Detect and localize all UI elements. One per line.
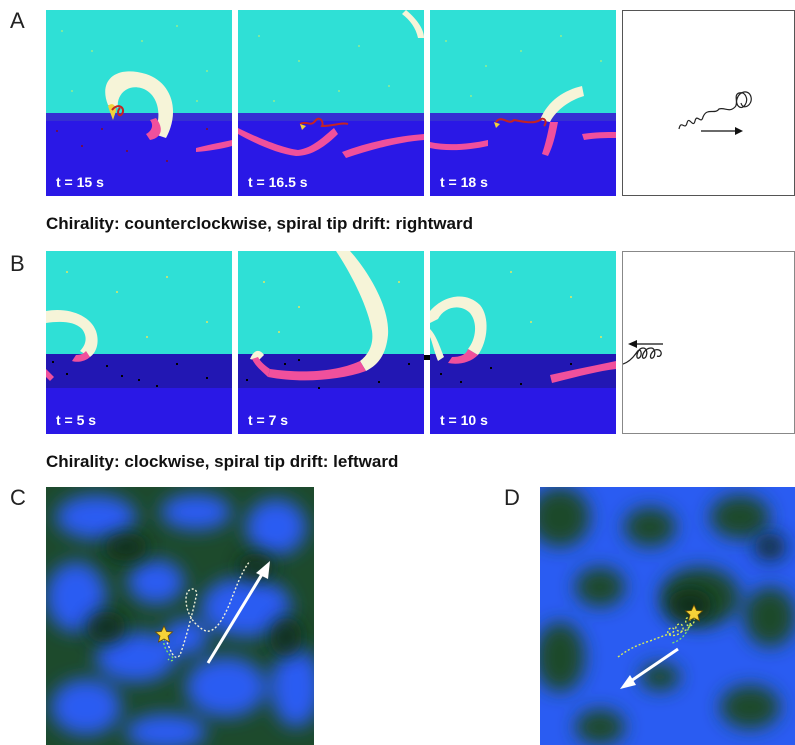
frame-b1-time: t = 5 s — [56, 412, 97, 428]
activation-map-d — [540, 487, 795, 745]
caption-a: Chirality: counterclockwise, spiral tip … — [46, 214, 473, 233]
drift-arrow-d — [627, 647, 679, 685]
star-marker-c — [154, 625, 174, 643]
separator-mark — [424, 355, 430, 360]
panel-label-d: D — [504, 485, 520, 510]
frame-a1: t = 15 s — [46, 10, 232, 196]
frame-a2: t = 16.5 s — [238, 10, 424, 196]
frame-b2: t = 7 s — [238, 251, 424, 434]
tip-trace-path-c — [163, 560, 251, 658]
tip-trace-path-d — [617, 616, 696, 658]
star-marker-d — [684, 604, 704, 622]
caption-b: Chirality: clockwise, spiral tip drift: … — [46, 452, 399, 471]
tip-trace-path-a — [678, 91, 752, 130]
drift-arrow-c — [206, 570, 266, 664]
frame-b3-time: t = 10 s — [440, 412, 488, 428]
activation-map-c — [46, 487, 314, 745]
frame-a3: t = 18 s — [430, 10, 616, 196]
panel-label-c: C — [10, 485, 26, 510]
frame-a2-time: t = 16.5 s — [248, 174, 308, 190]
panel-label-a: A — [10, 8, 25, 33]
frame-b1: t = 5 s — [46, 251, 232, 434]
panel-label-b: B — [10, 251, 25, 276]
tip-trajectory-b — [622, 251, 795, 434]
tip-trajectory-a — [622, 10, 795, 196]
frame-a3-time: t = 18 s — [440, 174, 488, 190]
tip-trace-path-b — [622, 347, 662, 365]
frame-b3: t = 10 s — [430, 251, 616, 434]
frame-b2-time: t = 7 s — [248, 412, 289, 428]
frame-a1-time: t = 15 s — [56, 174, 104, 190]
